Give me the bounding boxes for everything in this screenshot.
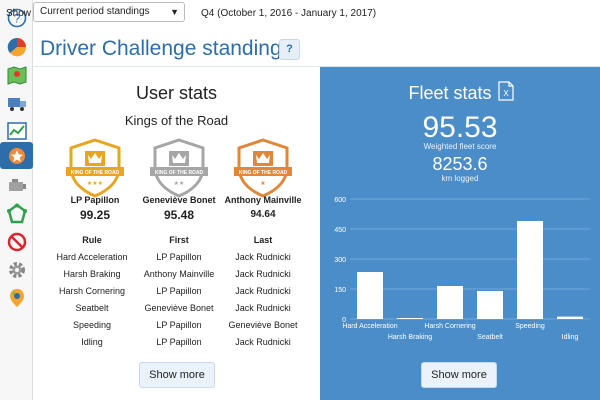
x-tick-label: Seatbelt [477,334,503,341]
user-stats-panel: User stats Kings of the Road KING OF THE… [33,67,320,400]
badge-text: KING OF THE ROAD [155,170,204,176]
period-select[interactable]: Current period standings ▼ [33,2,185,22]
km-logged-value: 8253.6 [432,154,488,174]
user-show-more-button[interactable]: Show more [139,362,215,388]
table-cell: Hard Acceleration [56,252,128,262]
rule-column: Rule Hard Acceleration Harsh Braking Har… [42,232,142,351]
table-cell: LP Papillon [156,252,202,262]
first-column-header: First [169,235,189,245]
help-icon[interactable]: ? [3,4,30,31]
first-place-name: LP Papillon [70,195,120,205]
gold-badge-icon: KING OF THE ROAD ★★★ [65,137,125,199]
driver-challenge-icon[interactable] [0,142,33,169]
first-column: First LP Papillon Anthony Mainville LP P… [129,232,229,351]
y-tick-label: 600 [334,197,346,204]
svg-text:★★: ★★ [174,180,185,187]
chart-bar [397,318,423,319]
table-cell: Geneviève Bonet [228,320,298,330]
user-stats-title: User stats [135,83,218,103]
zones-icon[interactable] [3,200,30,227]
third-place-score: 94.64 [250,209,276,220]
table-cell: Anthony Mainville [143,269,215,279]
bronze-badge-icon: KING OF THE ROAD ★ [233,137,293,199]
table-cell: Seatbelt [75,303,109,313]
x-tick-label: Harsh Cornering [424,323,475,330]
engine-icon[interactable] [3,172,30,199]
table-cell: Speeding [72,320,112,330]
marketplace-icon[interactable] [3,284,30,311]
rule-column-header: Rule [82,235,102,245]
fleet-score-value: 95.53 [422,111,498,144]
last-column-header: Last [253,235,273,245]
table-cell: Harsh Braking [63,269,121,279]
sidebar: ? [0,0,33,400]
table-cell: LP Papillon [156,337,202,347]
table-cell: Jack Rudnicki [235,303,291,313]
last-column: Last Jack Rudnicki Jack Rudnicki Jack Ru… [213,232,313,351]
x-tick-label: Hard Acceleration [342,323,397,330]
table-cell: LP Papillon [156,320,202,330]
badge-text: KING OF THE ROAD [71,170,120,176]
table-cell: Jack Rudnicki [235,252,291,262]
exceptions-icon[interactable] [3,228,30,255]
x-tick-label: Harsh Braking [388,334,432,341]
km-logged-label: km logged [441,174,479,183]
map-icon[interactable] [3,61,30,88]
trend-icon[interactable] [3,117,30,144]
table-cell: Jack Rudnicki [235,337,291,347]
y-tick-label: 450 [334,227,346,234]
table-cell: Geneviève Bonet [144,303,214,313]
silver-badge-icon: KING OF THE ROAD ★★ [149,137,209,199]
excel-export-icon[interactable]: X [498,81,514,106]
table-cell: Idling [81,337,103,347]
svg-text:★: ★ [260,180,265,187]
fleet-stats-panel: Fleet stats X 95.53 Weighted fleet score… [320,67,600,400]
pie-chart-icon[interactable] [3,33,30,60]
kings-of-the-road-heading: Kings of the Road [124,113,229,128]
table-cell: LP Papillon [156,286,202,296]
help-button[interactable]: ? [279,39,300,60]
chart-bar [357,272,383,319]
page-title: Driver Challenge standings [40,37,293,60]
second-place-name: Geneviève Bonet [142,195,216,205]
fleet-score-label: Weighted fleet score [423,142,497,151]
second-place-score: 95.48 [163,208,195,222]
y-tick-label: 300 [334,257,346,264]
x-tick-label: Speeding [515,323,545,330]
period-range-text: Q4 (October 1, 2016 - January 1, 2017) [201,8,377,19]
show-label: Show [6,8,32,19]
settings-icon[interactable] [3,256,30,283]
badge-text: KING OF THE ROAD [239,170,288,176]
svg-text:★★★: ★★★ [87,180,103,187]
y-tick-label: 150 [334,287,346,294]
svg-text:?: ? [13,11,20,25]
truck-icon[interactable] [3,89,30,116]
period-select-value: Current period standings [40,6,150,17]
first-place-score: 99.25 [79,208,111,222]
chart-bar [557,316,583,319]
table-cell: Harsh Cornering [58,286,126,296]
table-cell: Jack Rudnicki [235,269,291,279]
header-divider [33,66,600,67]
table-cell: Jack Rudnicki [235,286,291,296]
third-place-name: Anthony Mainville [224,195,302,205]
svg-text:X: X [503,89,509,98]
chevron-down-icon: ▼ [170,7,179,17]
fleet-exceptions-bar-chart: 0 300 450 600 150 Hard Acceleration Harsh Brak… [334,197,590,341]
x-tick-label: Idling [562,334,579,341]
fleet-stats-title: Fleet stats [408,83,492,103]
chart-bar [437,286,463,319]
chart-bar [477,291,503,319]
fleet-show-more-button[interactable]: Show more [421,362,497,388]
chart-bar [517,221,543,319]
y-tick-label: 0 [342,317,346,324]
